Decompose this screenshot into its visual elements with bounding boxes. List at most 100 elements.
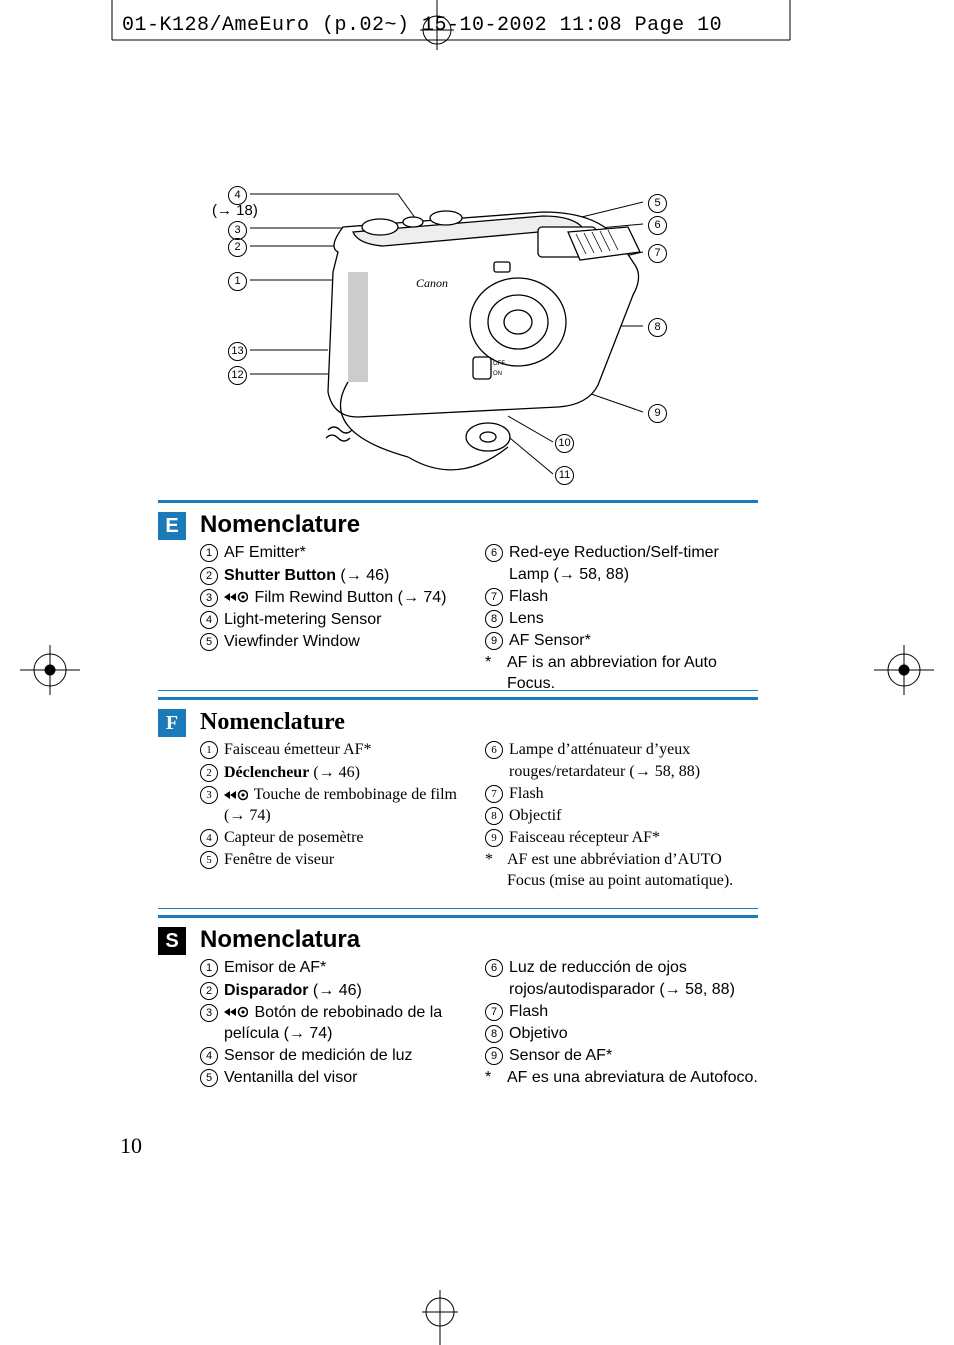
list-item: 2 Shutter Button (→ 46) [200, 565, 473, 586]
item-number: 9 [485, 1047, 503, 1065]
item-number: 2 [200, 982, 218, 1000]
list-item: 5 Fenêtre de viseur [200, 849, 473, 870]
list-item: 4 Light-metering Sensor [200, 609, 473, 630]
right-column: 6 Red-eye Reduction/Self-timer Lamp (→ 58… [485, 542, 758, 694]
divider [158, 908, 758, 909]
list-item: 9 AF Sensor* [485, 630, 758, 651]
item-text: Emisor de AF* [224, 957, 473, 978]
left-column: 1Emisor de AF*2Disparador (→ 46)3 Botón … [200, 957, 473, 1089]
callout-ref18: (→ 18) [212, 202, 258, 219]
item-text: Faisceau émetteur AF* [224, 739, 473, 760]
lang-badge: E [158, 512, 186, 540]
item-text: Flash [509, 1001, 758, 1022]
item-text: Ventanilla del visor [224, 1067, 473, 1088]
bottom-cropmark [400, 1290, 480, 1345]
list-item: 2 Disparador (→ 46) [200, 980, 473, 1001]
callout-9: 9 [648, 403, 667, 423]
section-title: Nomenclature [200, 709, 758, 735]
item-text: Lampe d’atténuateur d’yeux rouges/retard… [509, 739, 758, 781]
item-number: 1 [200, 741, 218, 759]
item-number: 4 [200, 1047, 218, 1065]
item-text: Light-metering Sensor [224, 609, 473, 630]
item-number: 3 [200, 589, 218, 607]
section-spanish: SNomenclatura1Emisor de AF*2Disparador (… [200, 921, 758, 1097]
item-text: Disparador (→ 46) [224, 980, 473, 1001]
callout-7: 7 [648, 243, 667, 263]
item-text: AF Emitter* [224, 542, 473, 563]
item-text: Shutter Button (→ 46) [224, 565, 473, 586]
left-column: 1 Faisceau émetteur AF* 2 Déclencheur (→ 46… [200, 739, 473, 891]
camera-diagram: OFF ON Canon 4 (→ 18) 3 2 1 13 12 5 6 7 [198, 182, 728, 492]
item-number: 5 [200, 1069, 218, 1087]
footnote: *AF est une abbréviation d’AUTO Focus (m… [485, 849, 758, 891]
item-text: Sensor de medición de luz [224, 1045, 473, 1066]
divider [158, 915, 758, 918]
divider [158, 690, 758, 691]
list-item: 5 Viewfinder Window [200, 631, 473, 652]
left-regmark [0, 640, 100, 700]
list-item: 2 Déclencheur (→ 46) [200, 762, 473, 783]
item-text: AF Sensor* [509, 630, 758, 651]
item-number: 3 [200, 786, 218, 804]
right-regmark [854, 640, 954, 700]
item-text: Faisceau récepteur AF* [509, 827, 758, 848]
callout-13: 13 [228, 341, 247, 361]
item-number: 8 [485, 807, 503, 825]
item-number: 5 [200, 633, 218, 651]
callout-8: 8 [648, 317, 667, 337]
item-text: Déclencheur (→ 46) [224, 762, 473, 783]
list-item: 1 Faisceau émetteur AF* [200, 739, 473, 760]
callout-1: 1 [228, 271, 247, 291]
item-number: 5 [200, 851, 218, 869]
list-item: 3 Touche de rembobinage de film (→ 74) [200, 784, 473, 826]
section-title: Nomenclatura [200, 927, 758, 953]
list-item: 9 Faisceau récepteur AF* [485, 827, 758, 848]
svg-text:OFF: OFF [493, 361, 505, 367]
item-number: 9 [485, 632, 503, 650]
right-column: 6 Lampe d’atténuateur d’yeux rouges/retar… [485, 739, 758, 891]
list-item: 7 Flash [485, 783, 758, 804]
right-column: 6Luz de reducción de ojos rojos/autodisp… [485, 957, 758, 1089]
item-text: Red-eye Reduction/Self-timer Lamp (→ 58,… [509, 542, 758, 584]
list-item: 4 Capteur de posemètre [200, 827, 473, 848]
lang-badge: F [158, 709, 186, 737]
item-number: 6 [485, 959, 503, 977]
list-item: 5 Ventanilla del visor [200, 1067, 473, 1088]
list-item: 3 Film Rewind Button (→ 74) [200, 587, 473, 608]
section-title: Nomenclature [200, 512, 758, 538]
callout-5: 5 [648, 193, 667, 213]
item-number: 1 [200, 544, 218, 562]
item-number: 2 [200, 567, 218, 585]
item-text: Viewfinder Window [224, 631, 473, 652]
item-text: Botón de rebobinado de la película (→ 74… [224, 1002, 473, 1044]
item-text: Objectif [509, 805, 758, 826]
list-item: 6 Lampe d’atténuateur d’yeux rouges/retar… [485, 739, 758, 781]
list-item: 4 Sensor de medición de luz [200, 1045, 473, 1066]
item-text: Sensor de AF* [509, 1045, 758, 1066]
item-number: 8 [485, 1025, 503, 1043]
list-item: 7Flash [485, 586, 758, 607]
item-text: Flash [509, 783, 758, 804]
list-item: 9 Sensor de AF* [485, 1045, 758, 1066]
list-item: 1Emisor de AF* [200, 957, 473, 978]
item-number: 2 [200, 764, 218, 782]
divider [158, 500, 758, 503]
item-text: Fenêtre de viseur [224, 849, 473, 870]
section-english: ENomenclature1AF Emitter*2Shutter Button… [200, 506, 758, 702]
page-number: 10 [120, 1133, 142, 1159]
item-number: 7 [485, 785, 503, 803]
item-number: 6 [485, 544, 503, 562]
item-number: 4 [200, 611, 218, 629]
item-text: Capteur de posemètre [224, 827, 473, 848]
svg-text:Canon: Canon [416, 276, 448, 290]
footnote: *AF es una abreviatura de Autofoco. [485, 1067, 758, 1088]
list-item: 7Flash [485, 1001, 758, 1022]
item-text: Touche de rembobinage de film (→ 74) [224, 784, 473, 826]
item-number: 9 [485, 829, 503, 847]
callout-10: 10 [555, 433, 574, 453]
print-header: 01-K128/AmeEuro (p.02~) 15-10-2002 11:08… [122, 14, 722, 37]
item-number: 8 [485, 610, 503, 628]
section-french: FNomenclature1Faisceau émetteur AF*2Décl… [200, 703, 758, 899]
item-number: 4 [200, 829, 218, 847]
item-number: 6 [485, 741, 503, 759]
